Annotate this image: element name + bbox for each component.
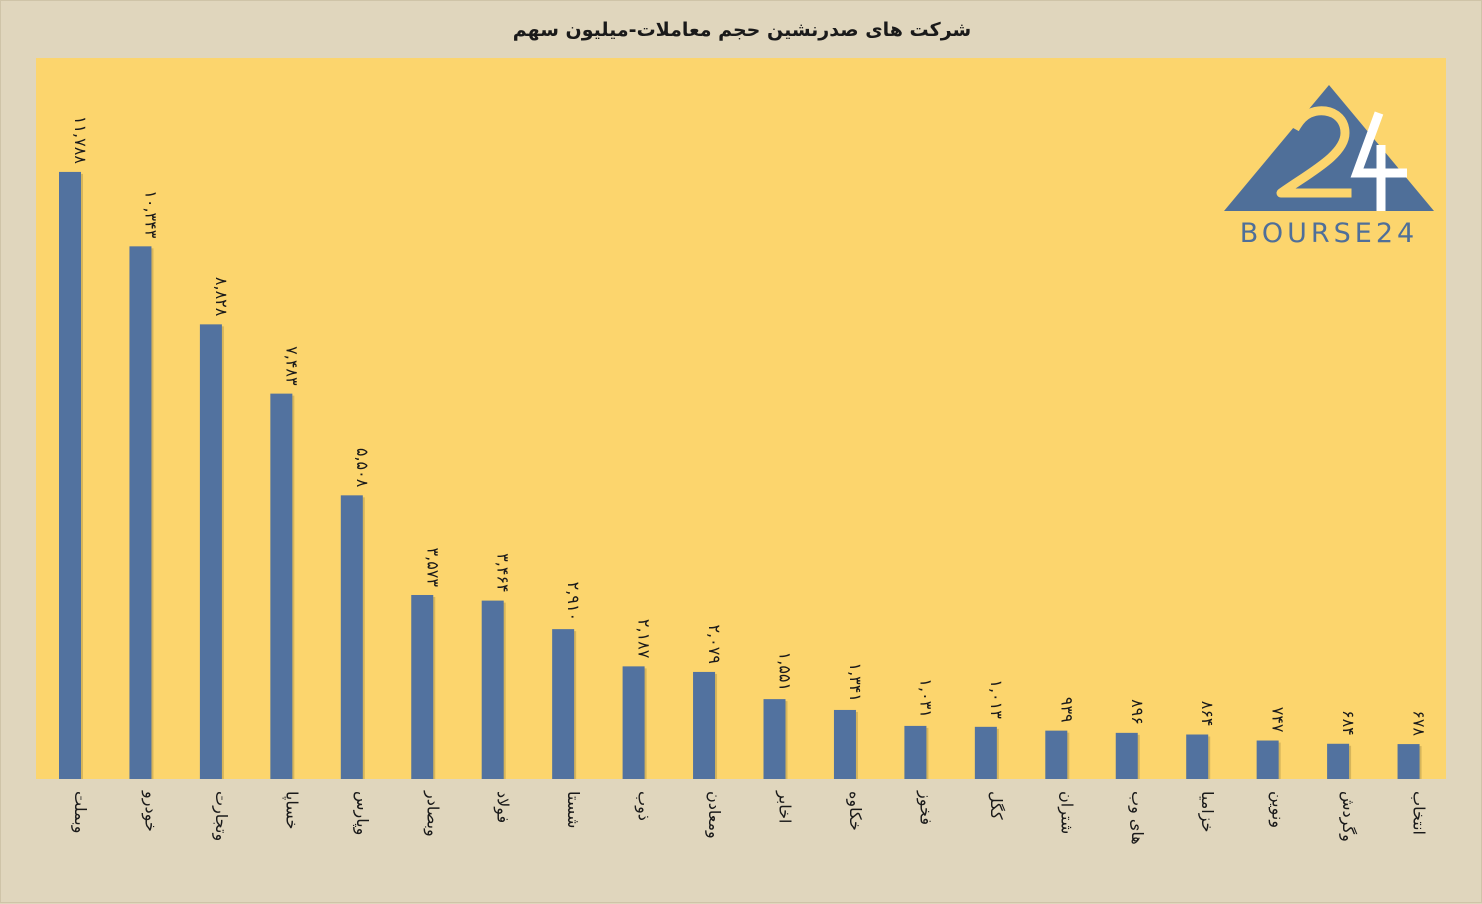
chart-title: شرکت های صدرنشین حجم معاملات-میلیون سهم	[512, 19, 972, 41]
bar-1	[59, 171, 81, 780]
logo-text: BOURSE24	[1240, 218, 1418, 248]
bar-5	[340, 495, 363, 779]
bar-15	[1045, 730, 1068, 779]
bourse24-logo: BOURSE24	[1224, 85, 1434, 248]
bar-value-label: ۲,۹۱۰	[564, 582, 583, 621]
bar-value-label: ۳,۴۶۴	[494, 553, 513, 592]
category-label: فخوز	[915, 790, 935, 825]
category-label: وتجارت	[211, 791, 231, 841]
bar-value-label: ۱۰,۳۴۳	[141, 190, 160, 238]
bar-4	[270, 393, 293, 779]
bar-7	[481, 600, 504, 779]
bar-14	[974, 726, 997, 779]
bar-13	[904, 725, 927, 779]
category-label: خزامیا	[1197, 791, 1217, 832]
bar-16	[1115, 732, 1138, 779]
bar-value-label: ۶۷۸	[1410, 710, 1429, 736]
bar-value-label: ۲,۱۸۷	[635, 619, 654, 659]
bar-value-label: ۵,۵۰۸	[353, 448, 372, 488]
bar-value-label: ۷,۴۸۳	[282, 346, 301, 386]
bar-9	[622, 666, 645, 779]
bar-value-label: ۱,۳۴۱	[846, 662, 865, 701]
category-label: کگل	[987, 791, 1006, 820]
bar-17	[1186, 734, 1209, 779]
bar-19	[1327, 743, 1350, 779]
category-label: فولاد	[493, 791, 513, 823]
logo-digit-4-mark	[1350, 111, 1407, 211]
logo-digit-2-mark	[1276, 106, 1352, 198]
category-label: انتخاب	[1410, 791, 1429, 835]
bar-value-label: ۸۶۴	[1198, 701, 1217, 727]
bar-2	[129, 246, 152, 779]
category-label: شستا	[564, 791, 583, 828]
category-label: خساپا	[281, 791, 301, 829]
bar-12	[833, 709, 856, 779]
bar-value-label: ۱۱,۷۸۸	[71, 116, 90, 164]
bar-value-label: ۱,۰۳۱	[916, 678, 935, 717]
category-label: اخابر	[775, 790, 795, 824]
category-label: وپارس	[352, 791, 372, 835]
bar-value-label: ۸,۸۲۸	[212, 277, 231, 317]
bar-20	[1397, 744, 1420, 779]
bar-8	[552, 629, 575, 779]
bar-value-label: ۲,۰۷۹	[705, 624, 724, 663]
category-label: وبصادر	[422, 790, 442, 837]
bar-value-label: ۷۴۷	[1269, 707, 1288, 733]
category-label: شتران	[1056, 791, 1076, 834]
category-label: ومعادن	[704, 791, 724, 839]
category-label: خودرو	[140, 790, 160, 832]
bar-11	[763, 699, 786, 779]
bar-value-label: ۸۹۶	[1128, 699, 1147, 725]
bar-value-label: ۳,۵۷۳	[423, 548, 442, 588]
category-label: ذوب	[634, 791, 654, 821]
bar-18	[1256, 740, 1279, 779]
bar-6	[411, 594, 434, 779]
category-label: وبملت	[70, 791, 90, 833]
bar-value-label: ۱,۵۵۱	[776, 652, 795, 691]
bar-3	[199, 324, 222, 779]
category-label: خکاوه	[845, 791, 865, 831]
category-label: ونوین	[1268, 791, 1288, 828]
bar-value-label: ۶۸۴	[1339, 710, 1358, 736]
bar-10	[693, 671, 716, 779]
bar-value-label: ۱,۰۱۳	[987, 679, 1006, 719]
category-label: وگردش	[1338, 791, 1358, 842]
bar-value-label: ۹۳۹	[1057, 697, 1076, 723]
category-label: های وب	[1127, 791, 1147, 845]
